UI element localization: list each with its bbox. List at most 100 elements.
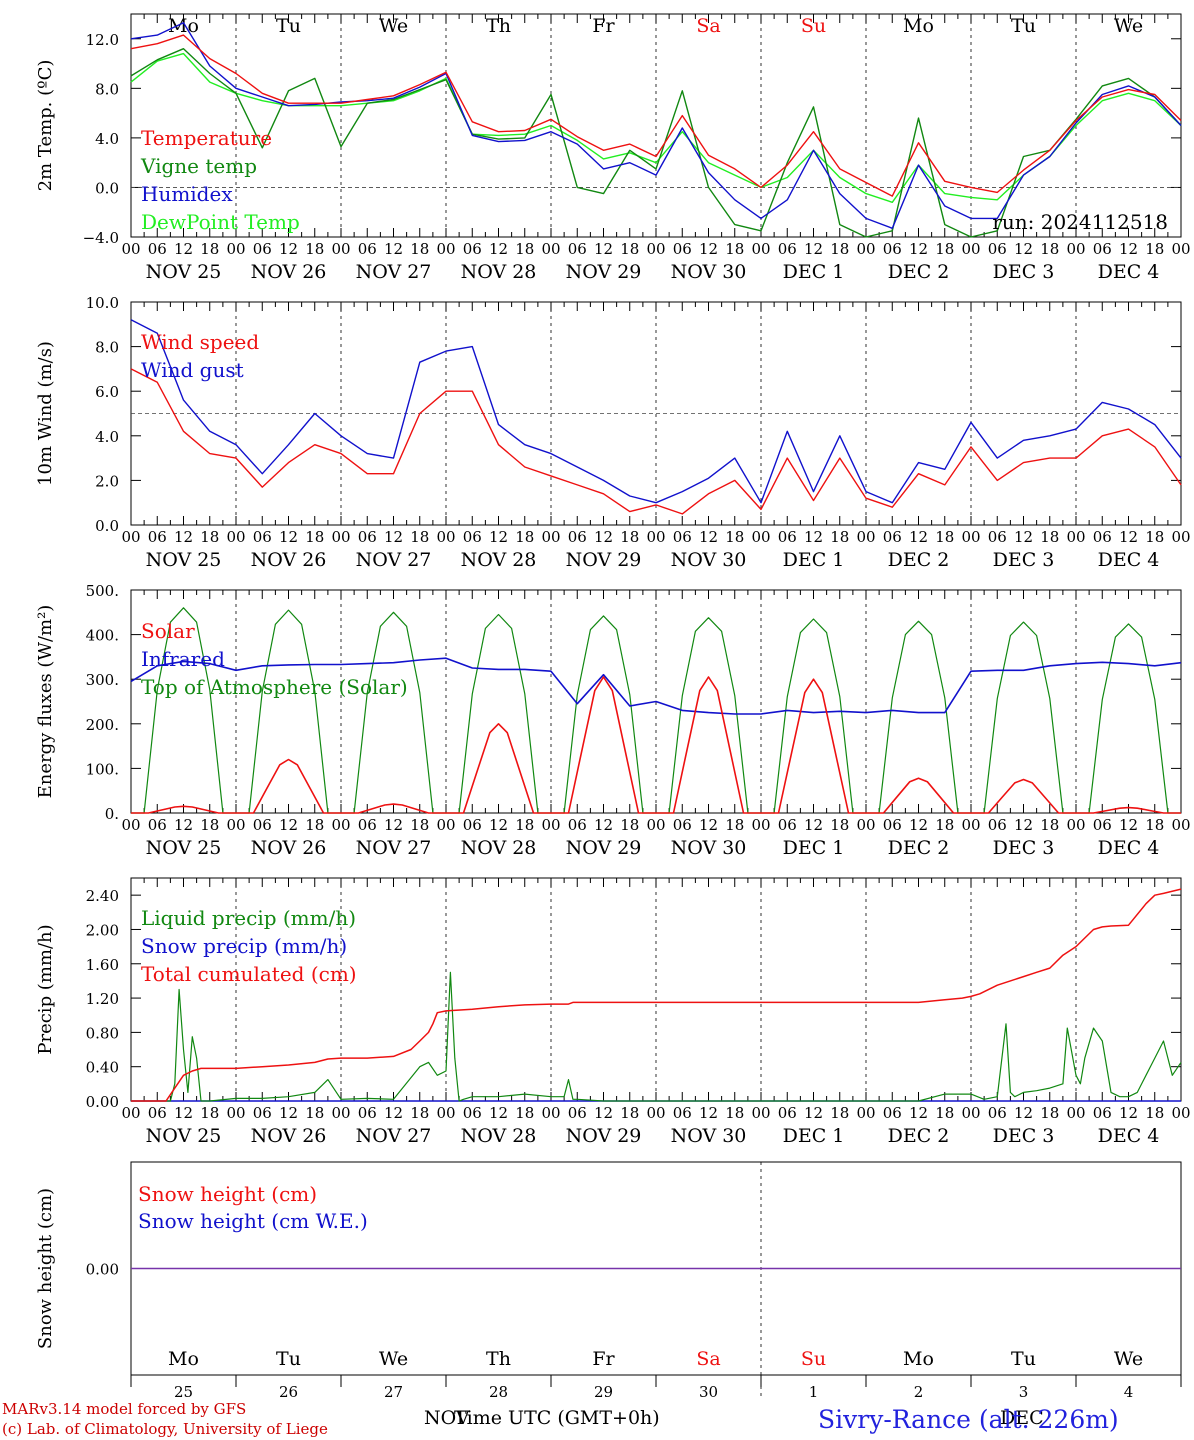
date-label: DEC 4: [1098, 1125, 1160, 1147]
legend-solar: Solar: [141, 619, 195, 643]
y-tick-label: 1.20: [86, 990, 119, 1008]
hour-tick-label: 06: [253, 1104, 272, 1122]
panel-1: 00 06 12 18 00 06 12 18 00 06 12 18 00 06 12 18 00 06 12 18…: [35, 13, 1191, 283]
hour-tick-label: 00: [856, 1104, 875, 1122]
hour-tick-label: 12: [804, 528, 823, 546]
legend-snow-precip-mm-h-: Snow precip (mm/h): [141, 934, 347, 958]
y-tick-label: 100.: [86, 760, 119, 778]
hour-tick-label: 12: [489, 240, 508, 258]
series-infrared: [130, 657, 1182, 715]
hour-tick-label: 18: [725, 240, 744, 258]
hour-tick-label: 06: [358, 1104, 377, 1122]
weekday-label: Mo: [903, 15, 934, 37]
hour-tick-label: 00: [541, 240, 560, 258]
panel-4: 00 06 12 18 00 06 12 18 00 06 12 18 00 06 12 18 00 06 12 18…: [35, 877, 1191, 1147]
legend-snow-height-cm-: Snow height (cm): [138, 1182, 317, 1206]
hour-tick-label: 12: [594, 528, 613, 546]
hour-tick-label: 12: [489, 816, 508, 834]
date-label: DEC 4: [1098, 549, 1160, 571]
date-label: DEC 4: [1098, 837, 1160, 859]
hour-tick-label: 12: [1119, 816, 1138, 834]
hour-tick-label: 00: [1066, 816, 1085, 834]
hour-tick-label: 06: [358, 240, 377, 258]
hour-tick-label: 18: [515, 1104, 534, 1122]
footer: MARv3.14 model forced by GFS (c) Lab. of…: [2, 1400, 1119, 1438]
hour-tick-label: 06: [673, 1104, 692, 1122]
date-label: NOV 26: [251, 837, 327, 859]
hour-tick-label: 18: [830, 528, 849, 546]
date-label: DEC 1: [783, 549, 845, 571]
hour-tick-label: 00: [646, 1104, 665, 1122]
y-tick-label: 0.40: [86, 1059, 119, 1077]
y-tick-label: 4.0: [95, 428, 119, 446]
hour-tick-label: 00: [961, 240, 980, 258]
date-label: NOV 29: [566, 837, 642, 859]
hour-tick-label: 12: [279, 816, 298, 834]
date-label: NOV 25: [146, 1125, 222, 1147]
hour-tick-label: 00: [121, 1104, 140, 1122]
hour-tick-label: 00: [856, 816, 875, 834]
date-label: DEC 1: [783, 837, 845, 859]
date-label: NOV 25: [146, 837, 222, 859]
weekday-label: Fr: [592, 15, 615, 37]
run-label: run: 2024112518: [992, 210, 1168, 234]
model-credit: MARv3.14 model forced by GFS: [2, 1400, 246, 1418]
panel-3: 00 06 12 18 00 06 12 18 00 06 12 18 00 06 12 18 00 06 12 18…: [35, 582, 1191, 859]
date-label: DEC 2: [888, 1125, 950, 1147]
lab-credit: (c) Lab. of Climatology, University of L…: [2, 1420, 328, 1438]
dec-month-label: DEC: [1000, 1407, 1044, 1429]
hour-tick-label: 12: [909, 1104, 928, 1122]
weekday-label: Th: [486, 15, 511, 37]
series-liquid-precip: [131, 971, 1182, 1102]
series-humidex: [130, 22, 1182, 230]
date-label: DEC 2: [888, 261, 950, 283]
hour-tick-label: 06: [988, 528, 1007, 546]
date-label: NOV 29: [566, 549, 642, 571]
hour-tick-label: 18: [1040, 816, 1059, 834]
hour-tick-label: 00: [436, 240, 455, 258]
date-label: DEC 3: [993, 1125, 1055, 1147]
hour-tick-label: 12: [384, 528, 403, 546]
hour-tick-label: 00: [436, 1104, 455, 1122]
station-name: Sivry-Rance (alt. 226m): [818, 1405, 1119, 1434]
hour-tick-label: 18: [830, 240, 849, 258]
series-vigne-temp: [130, 48, 1182, 238]
hour-tick-label: 18: [410, 528, 429, 546]
hour-tick-label: 00: [1171, 528, 1190, 546]
hour-tick-label: 06: [883, 816, 902, 834]
hour-tick-label: 06: [148, 528, 167, 546]
hour-tick-label: 18: [305, 1104, 324, 1122]
date-label: NOV 27: [356, 549, 432, 571]
date-label: DEC 2: [888, 549, 950, 571]
date-label: NOV 30: [671, 1125, 747, 1147]
weekday-label: We: [379, 15, 408, 37]
series-wind-gust: [130, 319, 1182, 504]
series-total-cumulated: [131, 888, 1182, 1102]
y-tick-label: 6.0: [95, 383, 119, 401]
hour-tick-label: 06: [883, 528, 902, 546]
date-label: NOV 28: [461, 549, 537, 571]
y-tick-label: 300.: [86, 671, 119, 689]
legend-vigne-temp: Vigne temp: [140, 154, 257, 178]
hour-tick-label: 06: [568, 1104, 587, 1122]
hour-tick-label: 06: [358, 528, 377, 546]
y-axis-label: Precip (mm/h): [35, 924, 56, 1054]
hour-tick-label: 00: [541, 528, 560, 546]
hour-tick-label: 06: [883, 1104, 902, 1122]
hour-tick-label: 12: [909, 240, 928, 258]
date-label: NOV 25: [146, 261, 222, 283]
hour-tick-label: 18: [1145, 528, 1164, 546]
hour-tick-label: 18: [305, 528, 324, 546]
hour-tick-label: 00: [331, 240, 350, 258]
hour-tick-label: 06: [988, 1104, 1007, 1122]
date-label: NOV 29: [566, 261, 642, 283]
hour-tick-label: 18: [1040, 528, 1059, 546]
hour-tick-label: 12: [699, 816, 718, 834]
panel-2: 00 06 12 18 00 06 12 18 00 06 12 18 00 06 12 18 00 06 12 18…: [35, 294, 1191, 571]
hour-tick-label: 18: [515, 240, 534, 258]
hour-tick-label: 18: [1040, 1104, 1059, 1122]
y-tick-label: 0.00: [86, 1261, 119, 1279]
hour-tick-label: 18: [1145, 240, 1164, 258]
date-label: NOV 26: [251, 261, 327, 283]
weekday-label: We: [379, 1348, 408, 1370]
